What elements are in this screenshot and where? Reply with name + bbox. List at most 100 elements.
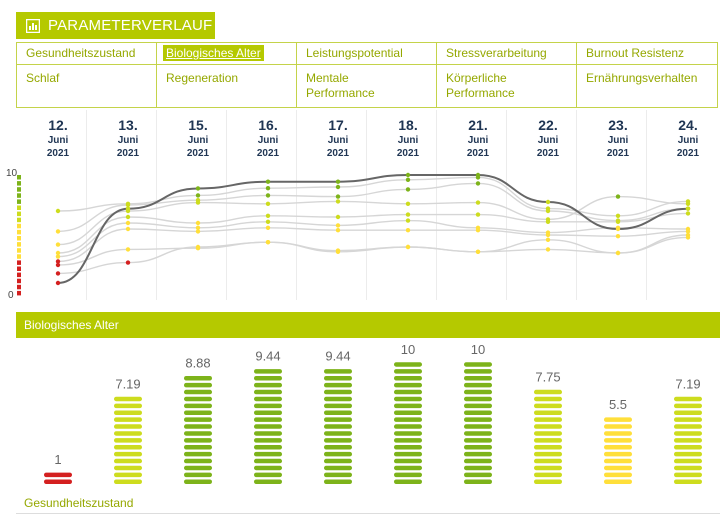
bar-segment — [324, 431, 352, 436]
bar-segment — [324, 389, 352, 395]
data-point[interactable] — [685, 206, 691, 211]
data-point[interactable] — [335, 199, 341, 204]
data-point[interactable] — [335, 228, 341, 233]
data-point[interactable] — [195, 229, 201, 234]
data-point[interactable] — [125, 208, 131, 214]
data-point[interactable] — [55, 229, 61, 234]
bar-segment — [464, 396, 492, 402]
bar-segment — [604, 465, 632, 471]
data-point[interactable] — [685, 211, 691, 216]
tab-koerperliche-performance[interactable]: Körperliche Performance — [446, 71, 515, 100]
scale-segment — [17, 278, 21, 284]
tab-leistungspotential[interactable]: Leistungspotential — [306, 46, 403, 60]
date-year: 2021 — [326, 148, 350, 159]
data-point[interactable] — [335, 179, 341, 184]
bar-segment — [394, 465, 422, 471]
bar-segment — [324, 458, 352, 464]
data-point[interactable] — [55, 242, 61, 247]
data-point[interactable] — [615, 213, 621, 218]
data-point[interactable] — [55, 262, 61, 268]
series-line — [57, 236, 689, 275]
data-point[interactable] — [125, 260, 131, 265]
bar-segment — [44, 479, 72, 484]
series-line — [57, 227, 689, 263]
date-month: Juni — [327, 135, 349, 146]
data-point[interactable] — [125, 226, 131, 232]
data-point[interactable] — [265, 201, 271, 206]
data-point[interactable] — [685, 229, 691, 234]
data-point[interactable] — [265, 213, 271, 218]
data-point[interactable] — [335, 184, 341, 190]
data-point[interactable] — [195, 225, 201, 230]
data-point[interactable] — [405, 244, 411, 250]
data-point[interactable] — [615, 234, 621, 239]
tab-ernaehrungsverhalten[interactable]: Ernährungsverhalten — [586, 71, 698, 85]
data-point[interactable] — [475, 181, 481, 186]
data-point[interactable] — [55, 208, 61, 214]
data-point[interactable] — [405, 172, 411, 178]
data-point[interactable] — [265, 193, 271, 198]
data-point[interactable] — [195, 193, 201, 198]
data-point[interactable] — [405, 212, 411, 217]
data-point[interactable] — [125, 247, 131, 252]
data-point[interactable] — [125, 220, 131, 226]
data-point[interactable] — [545, 237, 551, 242]
data-point[interactable] — [685, 201, 691, 206]
data-point[interactable] — [265, 225, 271, 230]
data-point[interactable] — [195, 220, 201, 226]
bar-segment — [394, 445, 422, 450]
data-point[interactable] — [55, 280, 61, 286]
data-point[interactable] — [195, 244, 201, 250]
data-point[interactable] — [475, 175, 481, 180]
data-point[interactable] — [265, 186, 271, 191]
data-point[interactable] — [55, 259, 61, 264]
data-point[interactable] — [545, 199, 551, 205]
tab-regeneration[interactable]: Regeneration — [166, 71, 239, 85]
data-point[interactable] — [265, 240, 271, 245]
data-point[interactable] — [265, 219, 271, 224]
data-point[interactable] — [615, 250, 621, 256]
tab-schlaf[interactable]: Schlaf — [26, 71, 60, 85]
scale-segment — [17, 181, 21, 186]
data-point[interactable] — [405, 218, 411, 223]
data-point[interactable] — [615, 219, 621, 224]
data-point[interactable] — [405, 228, 411, 233]
data-point[interactable] — [335, 194, 341, 199]
data-point[interactable] — [545, 232, 551, 238]
data-point[interactable] — [335, 223, 341, 228]
data-point[interactable] — [545, 219, 551, 224]
data-point[interactable] — [335, 249, 341, 254]
data-point[interactable] — [405, 201, 411, 206]
data-point[interactable] — [685, 235, 691, 240]
data-point[interactable] — [195, 200, 201, 205]
bar-segment — [324, 424, 352, 429]
tab-gesundheitszustand[interactable]: Gesundheitszustand — [26, 46, 136, 60]
data-point[interactable] — [335, 214, 341, 220]
data-point[interactable] — [475, 249, 481, 254]
data-point[interactable] — [265, 179, 271, 184]
data-point[interactable] — [405, 187, 411, 192]
data-point[interactable] — [475, 228, 481, 233]
data-point[interactable] — [125, 202, 131, 208]
data-point[interactable] — [615, 194, 621, 199]
data-point[interactable] — [405, 177, 411, 182]
data-point[interactable] — [545, 247, 551, 252]
grid-line — [226, 110, 227, 300]
data-point[interactable] — [125, 214, 131, 220]
data-point[interactable] — [195, 186, 201, 191]
data-point[interactable] — [545, 208, 551, 214]
data-point[interactable] — [475, 212, 481, 217]
tab-burnout-resistenz[interactable]: Burnout Resistenz — [586, 46, 685, 60]
bar-segment — [464, 410, 492, 415]
data-point[interactable] — [55, 250, 61, 256]
scale-segment — [17, 284, 21, 290]
data-point[interactable] — [55, 271, 61, 276]
date-year: 2021 — [256, 148, 280, 159]
tab-mentale-performance[interactable]: Mentale Performance — [306, 71, 375, 100]
tab-stressverarbeitung[interactable]: Stressverarbeitung — [446, 46, 547, 60]
grid-line — [86, 110, 87, 300]
tab-biologisches-alter[interactable]: Biologisches Alter — [156, 42, 296, 75]
data-point[interactable] — [55, 254, 61, 259]
data-point[interactable] — [615, 225, 621, 230]
data-point[interactable] — [475, 200, 481, 205]
